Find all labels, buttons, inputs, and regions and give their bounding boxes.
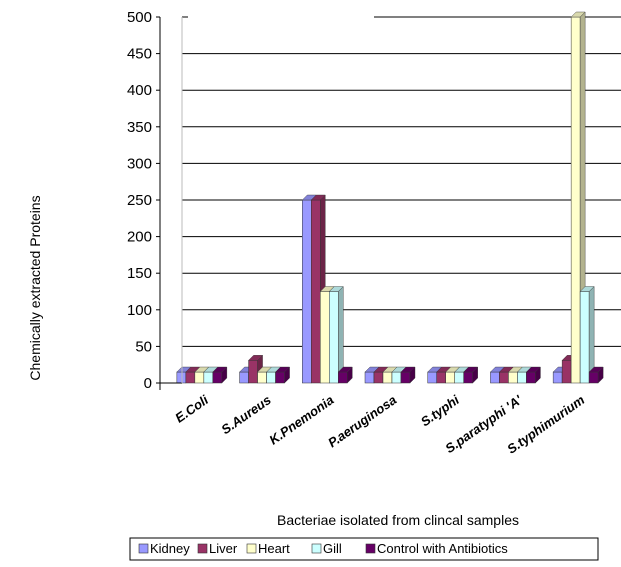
y-tick-label: 0 <box>144 375 152 392</box>
bar <box>525 366 541 384</box>
bar <box>337 366 353 384</box>
x-tick-label: E.Coli <box>172 392 211 426</box>
y-tick-label: 250 <box>127 192 152 209</box>
floor-edge <box>159 382 182 390</box>
legend-swatch <box>138 543 149 554</box>
y-tick-label: 50 <box>135 338 152 355</box>
legend-label: Kidney <box>150 541 190 556</box>
x-tick-label: S.Aureus <box>218 392 273 437</box>
grid-gap <box>188 13 374 21</box>
legend-swatch <box>246 543 257 554</box>
y-axis-title: Chemically extracted Proteins <box>27 195 43 380</box>
legend-label: Liver <box>209 541 238 556</box>
y-tick-label: 400 <box>127 82 152 99</box>
legend-label: Heart <box>258 541 290 556</box>
y-tick-label: 500 <box>127 9 152 26</box>
bar <box>588 366 604 384</box>
x-axis-title: Bacteriae isolated from clincal samples <box>277 512 519 528</box>
bar <box>328 286 344 384</box>
legend: Kidney Liver Heart Gill Control with Antibio… <box>129 537 599 561</box>
y-tick-label: 150 <box>127 265 152 282</box>
y-tick-label: 100 <box>127 302 152 319</box>
legend-item: Control with Antibiotics <box>365 541 508 556</box>
y-tick-label: 350 <box>127 119 152 136</box>
bar <box>275 366 291 384</box>
y-tick-labels: 0 50 100 150 200 250 300 350 400 450 500 <box>127 9 152 392</box>
legend-swatch <box>311 543 322 554</box>
legend-item: Liver <box>197 541 238 556</box>
legend-label: Gill <box>323 541 342 556</box>
bars <box>176 11 604 384</box>
legend-item: Gill <box>311 541 342 556</box>
legend-swatch <box>197 543 208 554</box>
y-tick-label: 300 <box>127 155 152 172</box>
bar <box>579 286 595 384</box>
legend-box <box>129 537 599 561</box>
bar <box>400 366 416 384</box>
legend-item: Kidney <box>138 541 190 556</box>
gridlines <box>182 13 621 347</box>
axes <box>156 16 183 390</box>
legend-item: Heart <box>246 541 290 556</box>
bar <box>463 366 479 384</box>
y-tick-label: 450 <box>127 46 152 63</box>
bar <box>212 366 228 384</box>
x-tick-label: S.typhi <box>418 392 462 429</box>
y-tick-label: 200 <box>127 229 152 246</box>
legend-label: Control with Antibiotics <box>377 541 508 556</box>
x-tick-label: P.aeruginosa <box>325 392 399 450</box>
legend-swatch <box>365 543 376 554</box>
